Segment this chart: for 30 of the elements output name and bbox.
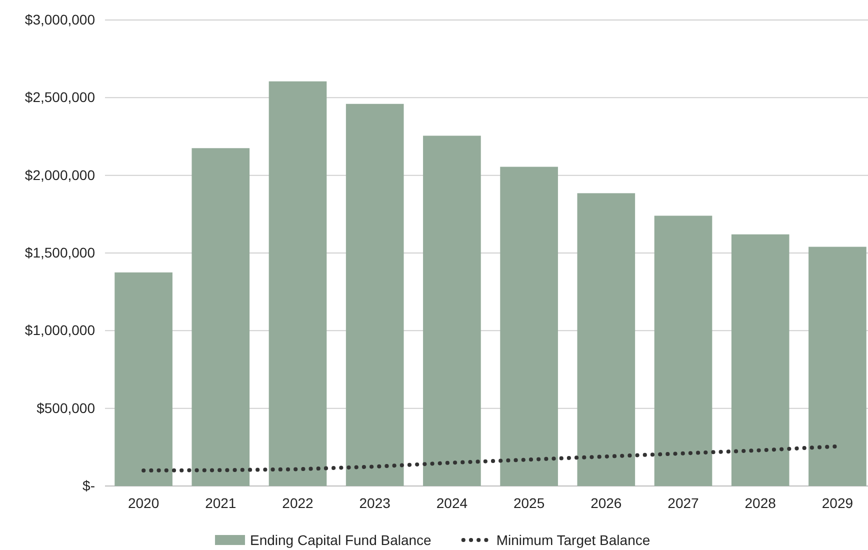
x-tick-label: 2029 [822, 494, 854, 511]
bar [500, 166, 558, 486]
y-tick-label: $1,000,000 [24, 322, 96, 338]
x-tick-label: 2022 [282, 494, 314, 511]
bar [114, 272, 172, 486]
bar [731, 234, 790, 486]
y-tick-label: $2,500,000 [24, 89, 96, 106]
bar [346, 104, 404, 486]
x-tick-label: 2024 [436, 494, 468, 511]
y-tick-label: $2,000,000 [24, 166, 96, 183]
legend-label: Minimum Target Balance [496, 532, 650, 548]
y-tick-label: $3,000,000 [24, 11, 96, 28]
x-tick-label: 2020 [128, 494, 160, 511]
bar [268, 81, 327, 486]
x-tick-label: 2023 [359, 494, 391, 511]
y-tick-label: $1,500,000 [24, 244, 96, 260]
legend-label: Ending Capital Fund Balance [250, 532, 432, 548]
x-tick-label: 2027 [668, 494, 700, 511]
x-tick-label: 2028 [744, 494, 776, 511]
bar [423, 136, 481, 486]
bar [654, 216, 712, 486]
line-series [142, 444, 840, 472]
x-tick-label: 2026 [590, 494, 622, 511]
y-tick-label: $- [82, 477, 96, 494]
bar [577, 193, 636, 486]
bar [808, 246, 866, 486]
y-tick-label: $500,000 [36, 400, 96, 416]
x-tick-label: 2025 [513, 494, 545, 511]
x-tick-label: 2021 [205, 494, 236, 511]
bar [192, 148, 250, 486]
